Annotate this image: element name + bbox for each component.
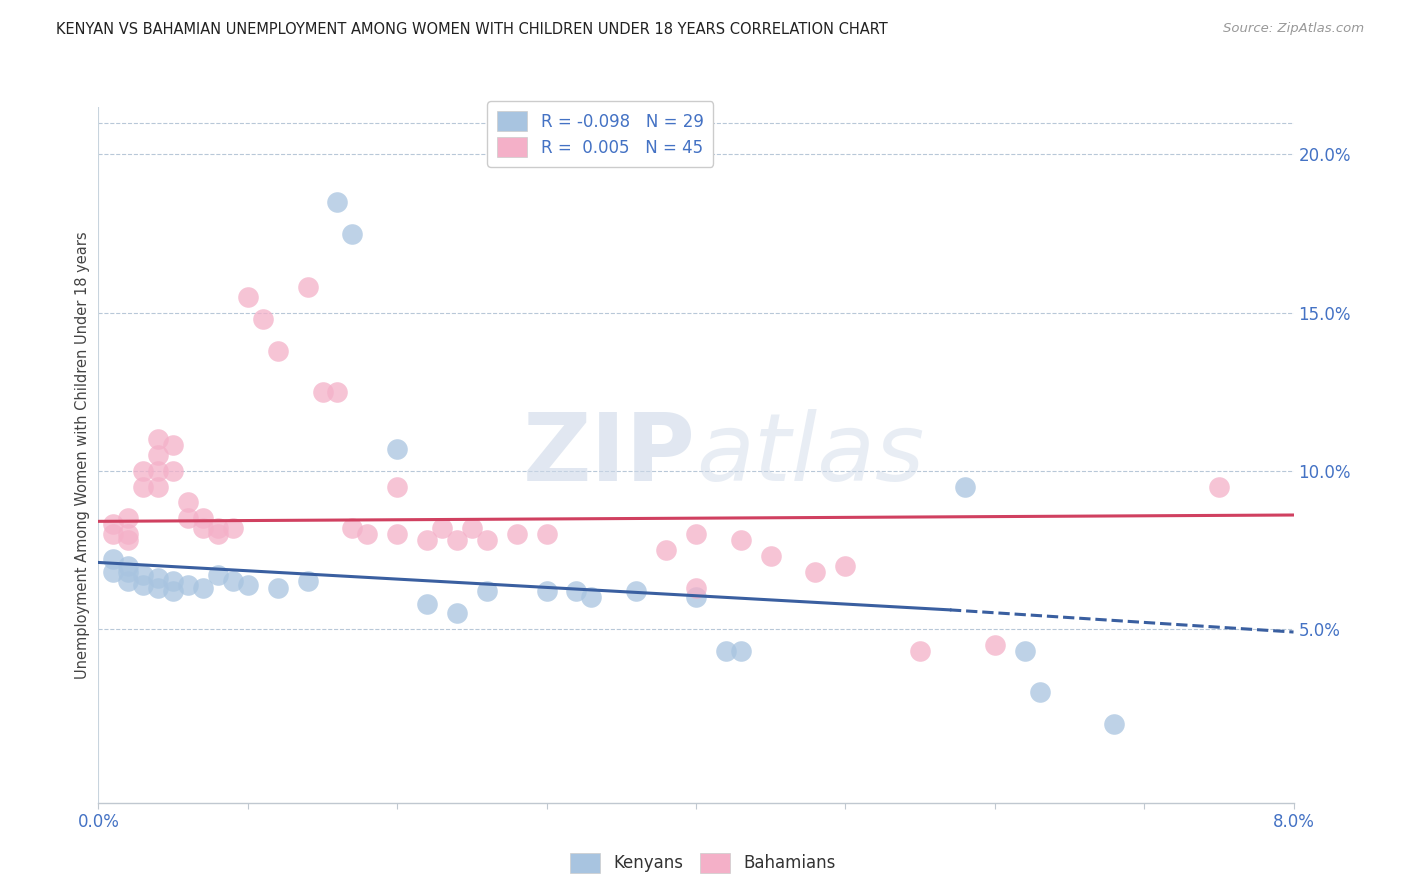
Point (162, 464, 184, 478)
Point (342, 227, 364, 241)
Point (207, 521, 229, 535)
Point (311, 384, 333, 399)
Legend: R = -0.098   N = 29, R =  0.005   N = 45: R = -0.098 N = 29, R = 0.005 N = 45 (488, 102, 713, 167)
Text: Source: ZipAtlas.com: Source: ZipAtlas.com (1223, 22, 1364, 36)
Point (326, 384, 349, 399)
Point (103, 527, 125, 541)
Point (655, 542, 678, 557)
Point (177, 495, 200, 509)
Point (446, 533, 468, 548)
Point (461, 521, 484, 535)
Point (236, 577, 259, 591)
Point (117, 574, 139, 589)
Point (267, 581, 290, 595)
Point (356, 527, 378, 541)
Point (177, 511, 200, 525)
Point (267, 343, 290, 358)
Text: ZIP: ZIP (523, 409, 696, 501)
Point (1014, 644, 1036, 658)
Point (385, 442, 409, 456)
Point (1208, 479, 1230, 493)
Point (103, 565, 125, 579)
Point (536, 583, 558, 598)
Point (148, 464, 170, 478)
Point (162, 583, 184, 598)
Point (581, 591, 603, 605)
Point (804, 565, 827, 579)
Point (148, 581, 170, 595)
Text: atlas: atlas (696, 409, 924, 500)
Point (207, 568, 229, 582)
Point (252, 312, 274, 326)
Point (730, 644, 752, 658)
Point (132, 479, 155, 493)
Point (730, 533, 752, 548)
Point (103, 517, 125, 532)
Point (685, 591, 707, 605)
Point (759, 549, 782, 563)
Point (117, 558, 139, 573)
Point (148, 432, 170, 446)
Point (342, 521, 364, 535)
Point (207, 527, 229, 541)
Point (222, 574, 245, 589)
Point (117, 511, 139, 525)
Y-axis label: Unemployment Among Women with Children Under 18 years: Unemployment Among Women with Children U… (75, 231, 90, 679)
Point (297, 574, 319, 589)
Text: KENYAN VS BAHAMIAN UNEMPLOYMENT AMONG WOMEN WITH CHILDREN UNDER 18 YEARS CORRELA: KENYAN VS BAHAMIAN UNEMPLOYMENT AMONG WO… (56, 22, 889, 37)
Point (953, 479, 976, 493)
Point (222, 521, 245, 535)
Point (191, 511, 214, 525)
Point (236, 290, 259, 304)
Point (162, 574, 184, 589)
Point (475, 533, 498, 548)
Point (117, 527, 139, 541)
Point (416, 533, 439, 548)
Point (148, 479, 170, 493)
Point (297, 280, 319, 294)
Point (685, 581, 707, 595)
Point (177, 577, 200, 591)
Point (326, 194, 349, 209)
Point (191, 581, 214, 595)
Point (132, 568, 155, 582)
Point (475, 583, 498, 598)
Point (416, 597, 439, 611)
Point (132, 577, 155, 591)
Point (834, 558, 856, 573)
Point (506, 527, 529, 541)
Point (1028, 685, 1050, 699)
Point (162, 438, 184, 452)
Point (117, 533, 139, 548)
Point (446, 606, 468, 620)
Point (1102, 716, 1125, 731)
Point (132, 464, 155, 478)
Point (430, 521, 453, 535)
Point (685, 527, 707, 541)
Point (565, 583, 588, 598)
Point (714, 644, 737, 658)
Point (983, 638, 1005, 652)
Point (385, 527, 409, 541)
Point (624, 583, 647, 598)
Point (148, 571, 170, 585)
Point (117, 565, 139, 579)
Point (908, 644, 931, 658)
Point (148, 448, 170, 462)
Legend: Kenyans, Bahamians: Kenyans, Bahamians (564, 847, 842, 880)
Point (191, 521, 214, 535)
Point (536, 527, 558, 541)
Point (103, 552, 125, 566)
Point (385, 479, 409, 493)
